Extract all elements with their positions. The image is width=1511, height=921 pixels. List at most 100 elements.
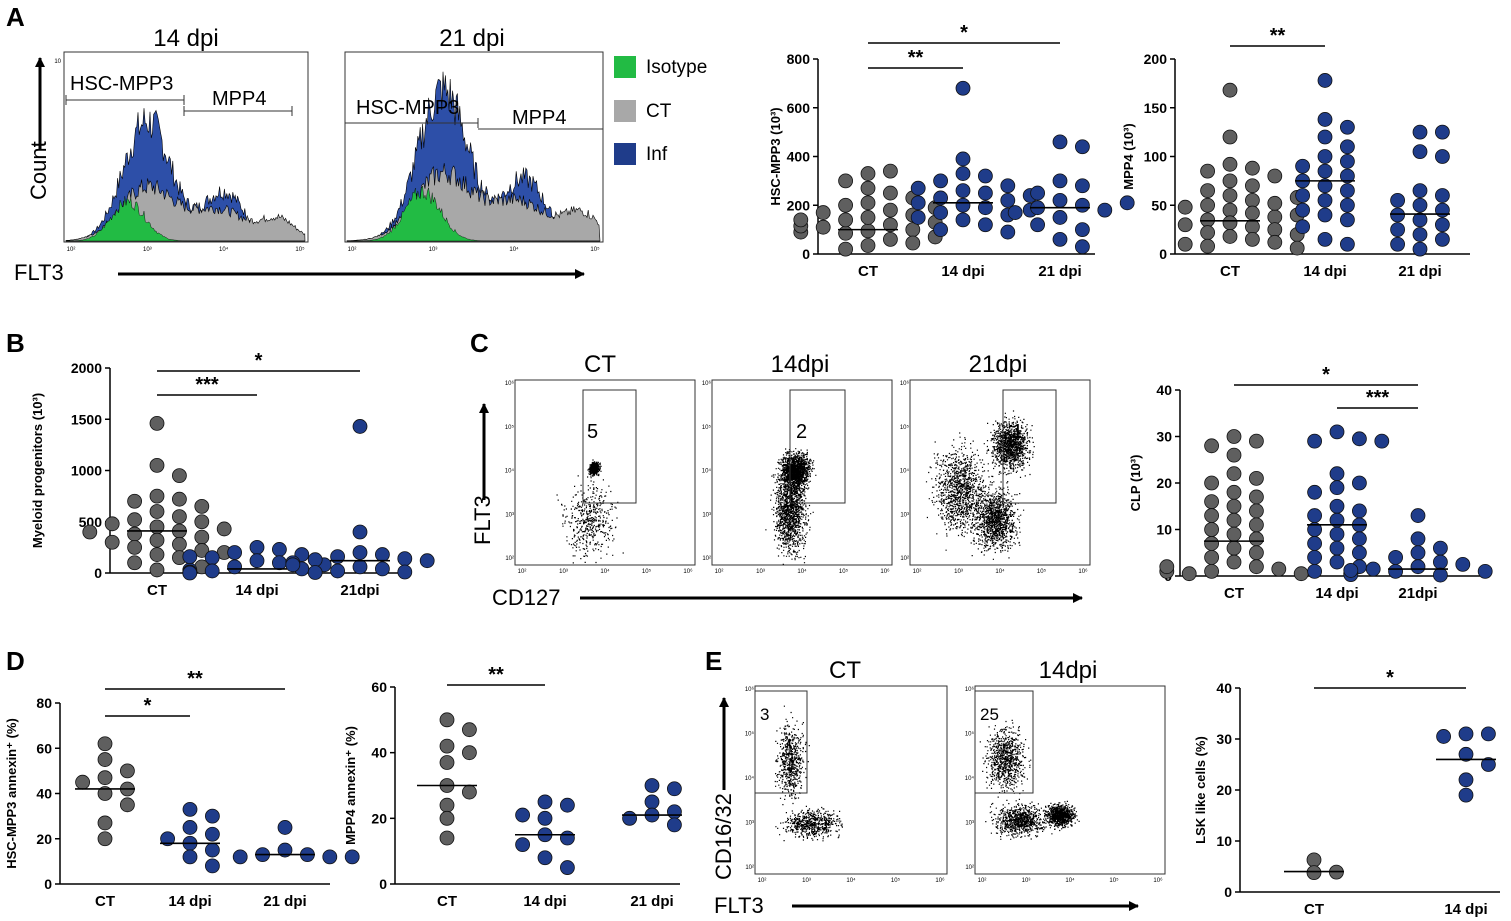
data-point: [1007, 205, 1023, 220]
x-tick-label: 10⁴: [219, 246, 229, 253]
gate-value-e-ct: 3: [760, 705, 769, 724]
data-point: [1390, 192, 1405, 208]
dotplot-myeloid-progenitors: 0 500 1000 1500 2000 Myeloid progenitors (10³…: [30, 350, 435, 599]
data-point: [1410, 559, 1426, 575]
data-point: [838, 197, 853, 213]
x-tick-label: 10²: [715, 569, 724, 575]
flow-gates-c: [582, 389, 1057, 504]
data-point: [1317, 149, 1333, 164]
data-point: [793, 212, 809, 228]
data-point: [204, 563, 220, 579]
data-point: [374, 547, 390, 562]
data-point: [397, 551, 413, 567]
data-point: [1317, 163, 1333, 179]
x-tick-label: 10²: [978, 878, 987, 884]
data-point: [277, 842, 293, 858]
y-tick-label: 10⁵: [702, 424, 712, 431]
data-point: [1226, 429, 1242, 444]
data-point: [860, 180, 876, 196]
data-point: [322, 849, 338, 865]
data-point: [75, 774, 90, 790]
data-point: [1352, 545, 1367, 561]
data-point: [194, 514, 210, 530]
data-point: [1267, 168, 1283, 184]
data-point: [860, 223, 876, 239]
significance-label: *: [1322, 364, 1330, 386]
y-tick-label: 10³: [965, 821, 974, 827]
data-point: [1329, 498, 1345, 514]
data-point: [838, 212, 853, 228]
gate-label-mpp4-21: MPP4: [512, 107, 566, 129]
y-tick-label: 10⁴: [702, 468, 712, 475]
data-point: [1204, 438, 1219, 454]
data-point: [1388, 563, 1403, 579]
data-point: [1352, 531, 1367, 547]
data-point: [1352, 431, 1367, 447]
data-point: [120, 763, 135, 779]
cd1632-axis-label: CD16/32: [711, 793, 736, 880]
y-axis-label: HSC-MPP3 (10³): [768, 107, 783, 205]
data-point: [1340, 236, 1355, 252]
event-dots: [556, 459, 624, 564]
y-tick-label: 30: [1216, 731, 1232, 747]
data-point: [285, 557, 301, 573]
flow-gates-e: [754, 690, 1034, 794]
category-label: 14 dpi: [168, 893, 211, 910]
y-tick-label: 20: [1216, 782, 1232, 798]
hist-ytick: 10: [54, 59, 61, 65]
x-tick-label: 10³: [143, 247, 152, 253]
data-point: [1075, 197, 1090, 213]
category-label: 14 dpi: [235, 582, 278, 599]
data-point: [1000, 178, 1016, 194]
data-point: [352, 545, 368, 560]
data-point: [344, 849, 360, 865]
data-point: [1052, 173, 1068, 189]
data-point: [1317, 207, 1333, 223]
y-tick-label: 20: [36, 831, 52, 847]
data-point: [955, 212, 971, 228]
legend-label-ct: CT: [646, 101, 672, 122]
data-point: [194, 529, 210, 545]
data-point: [1000, 192, 1016, 208]
y-tick-label: 100: [1144, 149, 1168, 165]
data-point: [667, 781, 682, 797]
data-point: [1458, 746, 1474, 762]
x-tick-label: 10⁶: [880, 568, 890, 575]
data-point: [1433, 540, 1448, 556]
data-point: [1119, 195, 1135, 211]
y-tick-label: 0: [44, 876, 52, 892]
x-tick-label: 10⁴: [797, 568, 807, 575]
data-point: [171, 468, 187, 484]
data-point: [1317, 112, 1333, 127]
histogram-isotype: [347, 185, 600, 242]
data-point: [933, 173, 948, 189]
category-label: CT: [858, 263, 878, 280]
data-point: [1245, 231, 1260, 247]
x-tick-label: 10⁶: [683, 568, 693, 575]
data-point: [910, 180, 926, 196]
y-tick-label: 10⁵: [505, 424, 515, 431]
data-point: [667, 804, 682, 820]
y-tick-label: 10³: [505, 512, 514, 518]
category-label: CT: [1220, 263, 1240, 280]
significance-label: *: [960, 22, 968, 44]
x-tick-label: 10⁵: [590, 246, 600, 253]
y-tick-label: 10⁶: [702, 380, 712, 387]
y-tick-label: 30: [1156, 429, 1172, 445]
data-point: [182, 849, 198, 865]
data-point: [1030, 185, 1045, 201]
data-point: [560, 797, 575, 813]
event-dots: [765, 448, 817, 565]
data-point: [883, 185, 898, 201]
flt3-axis-label-c: FLT3: [470, 495, 495, 545]
data-point: [883, 217, 898, 233]
y-tick-label: 400: [787, 149, 811, 165]
data-point: [537, 794, 553, 810]
data-point: [978, 168, 993, 184]
data-point: [461, 722, 477, 738]
data-point: [97, 786, 113, 801]
data-point: [838, 173, 853, 189]
data-point: [1340, 183, 1355, 199]
data-point: [1481, 726, 1496, 742]
data-point: [1307, 550, 1322, 565]
